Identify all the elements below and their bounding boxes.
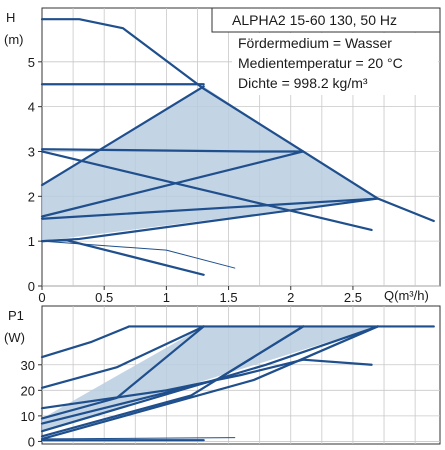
head-xtick-label: 1 <box>163 290 170 305</box>
power-ytick-label: 0 <box>28 434 35 449</box>
head-shaded-region <box>42 86 378 242</box>
head-y-unit: (m) <box>4 32 24 47</box>
power-curve-7 <box>40 325 305 438</box>
head-curve-10 <box>41 240 236 269</box>
power-curve-3 <box>40 358 373 410</box>
power-curve-8 <box>40 325 379 440</box>
head-operating-area <box>42 86 378 242</box>
head-xtick-label: 0.5 <box>95 290 113 305</box>
head-curve-3 <box>40 148 305 153</box>
head-curves <box>40 18 435 276</box>
head-curve-5 <box>40 85 205 187</box>
head-ytick-label: 5 <box>28 55 35 70</box>
power-curve-1 <box>40 325 435 359</box>
info-line-density: Dichte = 998.2 kg/m³ <box>238 75 368 91</box>
head-curve-7 <box>40 197 379 220</box>
head-curve-9 <box>40 239 205 276</box>
head-y-ticks: 0 1 2 3 4 5 <box>28 55 42 294</box>
power-curves <box>40 325 435 442</box>
power-plot-frame <box>41 305 441 445</box>
power-operating-area <box>42 326 378 432</box>
power-y-unit: (W) <box>4 330 25 345</box>
info-box: ALPHA2 15-60 130, 50 Hz Fördermedium = W… <box>211 7 441 95</box>
power-ytick-label: 10 <box>21 409 35 424</box>
head-ytick-label: 4 <box>28 100 35 115</box>
head-curve-4 <box>40 150 373 232</box>
info-box-title-frame <box>211 7 441 33</box>
head-xtick-label: 2.5 <box>344 290 362 305</box>
power-panel: 0 10 20 30 P1 (W) <box>4 305 441 449</box>
head-ytick-label: 3 <box>28 144 35 159</box>
head-ytick-label: 1 <box>28 234 35 249</box>
head-x-ticks: 0 0.5 1 1.5 2 2.5 <box>38 286 362 305</box>
head-panel: 0 1 2 3 4 5 0 0.5 1 1.5 2 2.5 H (m) Q(m³/h) ALPHA2… <box>4 7 441 305</box>
power-ytick-label: 30 <box>21 358 35 373</box>
power-curve-2 <box>40 325 205 389</box>
head-ytick-label: 0 <box>28 279 35 294</box>
power-curve-6 <box>40 325 379 433</box>
head-curve-6 <box>40 150 305 218</box>
power-curve-4 <box>40 325 205 420</box>
power-y-ticks: 0 10 20 30 <box>21 358 42 449</box>
head-ytick-label: 2 <box>28 189 35 204</box>
head-xtick-label: 0 <box>38 290 45 305</box>
power-y-label: P1 <box>8 308 24 323</box>
head-xtick-label: 1.5 <box>220 290 238 305</box>
head-y-label: H <box>6 10 15 25</box>
power-shaded-region <box>42 326 378 432</box>
info-line-medium: Fördermedium = Wasser <box>238 35 392 51</box>
power-ytick-label: 20 <box>21 383 35 398</box>
info-box-body <box>232 33 438 95</box>
info-box-title: ALPHA2 15-60 130, 50 Hz <box>232 12 397 28</box>
head-x-label: Q(m³/h) <box>384 288 429 303</box>
info-line-temperature: Medientemperatur = 20 °C <box>238 55 403 71</box>
power-curve-10 <box>41 437 236 440</box>
head-xtick-label: 2 <box>287 290 294 305</box>
